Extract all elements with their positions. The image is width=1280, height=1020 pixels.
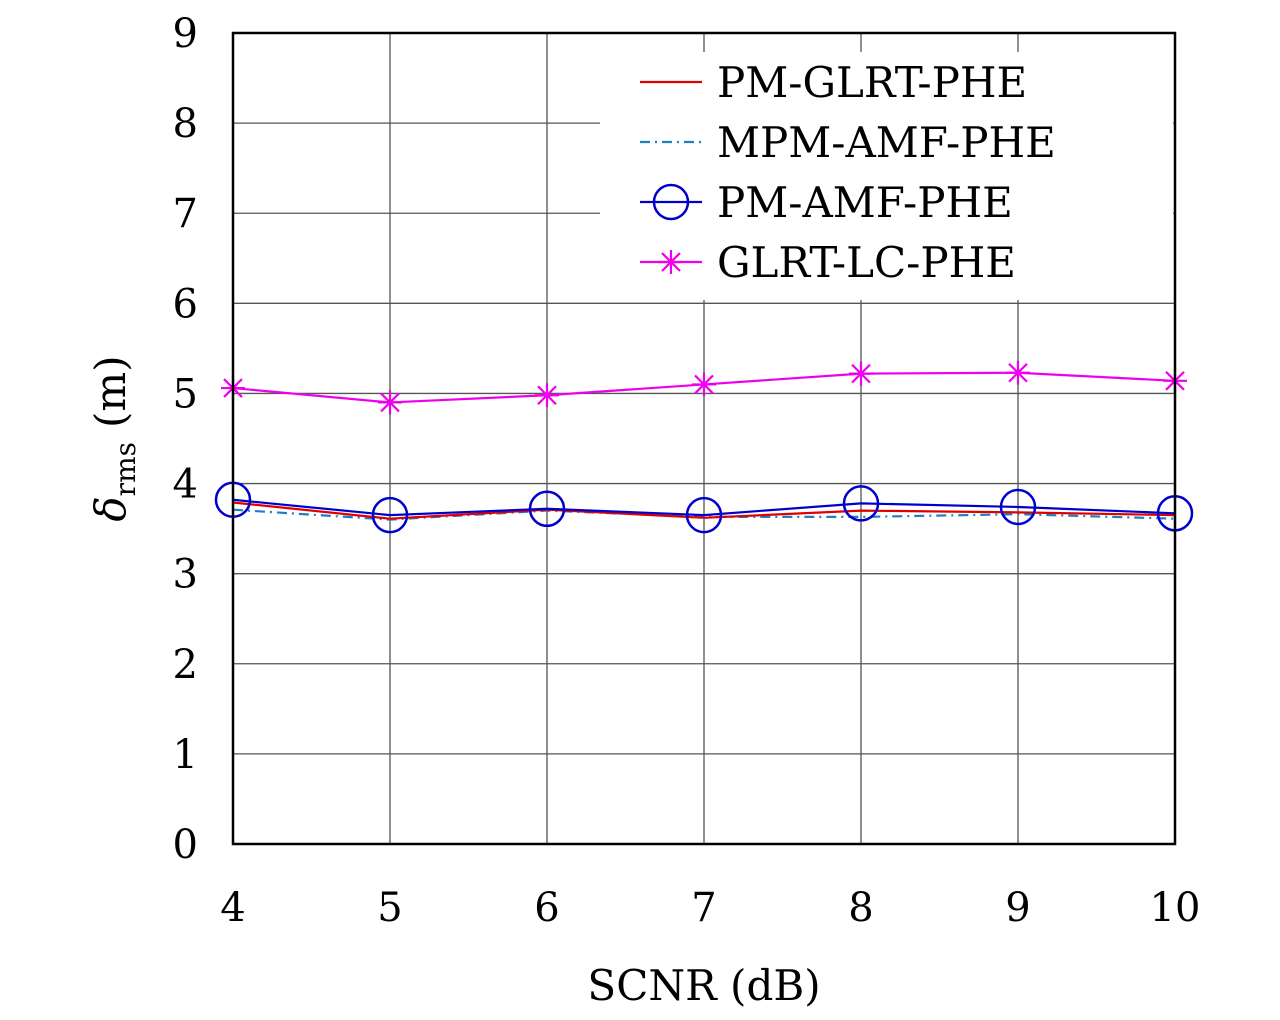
legend-marker <box>652 183 690 221</box>
y-axis-label: δrms (m) <box>86 355 142 521</box>
series-line <box>232 501 1176 520</box>
legend-label: PM-AMF-PHE <box>717 178 1013 227</box>
data-point <box>378 390 402 415</box>
y-tick-label: 9 <box>173 11 198 57</box>
data-point <box>528 490 566 528</box>
legend-label: MPM-AMF-PHE <box>717 118 1056 167</box>
legend-box <box>600 52 1173 300</box>
series-pm-amf-phe <box>214 481 1194 534</box>
y-tick-labels: 0 1 2 3 4 5 6 7 8 9 <box>173 11 198 868</box>
plot-frame <box>231 31 1177 846</box>
legend-label: GLRT-LC-PHE <box>717 238 1016 287</box>
y-tick-label: 8 <box>173 101 198 147</box>
y-tick-label: 4 <box>173 462 198 508</box>
legend-label: PM-GLRT-PHE <box>717 58 1027 107</box>
x-axis-label: SCNR (dB) <box>587 961 820 1010</box>
x-tick-labels: 4 5 6 7 8 9 10 <box>220 885 1200 931</box>
y-tick-label: 5 <box>173 371 198 417</box>
legend-item: PM-GLRT-PHE <box>640 58 1027 107</box>
legend-marker <box>659 250 683 274</box>
legend-item: PM-AMF-PHE <box>640 178 1013 227</box>
data-point <box>535 383 559 408</box>
data-point <box>1006 360 1030 385</box>
y-tick-label: 3 <box>173 552 198 598</box>
y-axis-subscript: rms <box>109 442 142 496</box>
y-tick-label: 7 <box>173 191 198 237</box>
series-glrt-lc-phe <box>221 360 1187 415</box>
y-axis-symbol: δ <box>86 496 135 521</box>
legend-item: MPM-AMF-PHE <box>640 118 1056 167</box>
data-point <box>371 496 409 534</box>
legend: PM-GLRT-PHE MPM-AMF-PHE PM-AMF-PHE GLRT-LC-… <box>600 52 1173 300</box>
series-line <box>232 498 1176 517</box>
y-tick-label: 2 <box>173 642 198 688</box>
data-point <box>999 488 1037 526</box>
y-axis-unit: (m) <box>86 355 135 428</box>
y-tick-label: 6 <box>173 281 198 327</box>
data-point <box>692 372 716 397</box>
x-tick-label: 7 <box>691 885 716 931</box>
y-tick-label: 1 <box>173 732 198 778</box>
x-tick-label: 5 <box>377 885 402 931</box>
x-tick-label: 6 <box>534 885 559 931</box>
legend-item: GLRT-LC-PHE <box>640 238 1016 287</box>
data-point <box>685 496 723 534</box>
x-tick-label: 4 <box>220 885 245 931</box>
series-layer <box>214 360 1194 534</box>
series-pm-glrt-phe <box>232 501 1176 520</box>
x-tick-label: 10 <box>1150 885 1201 931</box>
y-tick-label: 0 <box>173 822 198 868</box>
x-tick-label: 9 <box>1005 885 1030 931</box>
x-tick-label: 8 <box>848 885 873 931</box>
data-point <box>849 361 873 386</box>
data-point <box>842 485 880 522</box>
